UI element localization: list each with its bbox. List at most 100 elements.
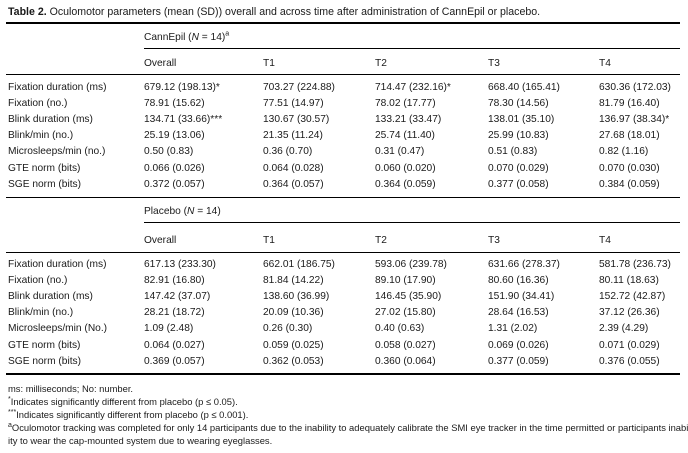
row-label: Fixation (no.) bbox=[8, 275, 68, 287]
cell-t1: 0.36 (0.70) bbox=[263, 146, 313, 158]
cell-t1: 130.67 (30.57) bbox=[263, 114, 330, 126]
cell-t1: 138.60 (36.99) bbox=[263, 291, 330, 303]
cell-overall: 1.09 (2.48) bbox=[144, 323, 194, 335]
footnote-significance-005: *Indicates significantly different from … bbox=[8, 395, 238, 407]
table-row: Blink duration (ms) 134.71 (33.66)*** 130.… bbox=[0, 114, 688, 129]
col-header-t3: T3 bbox=[488, 58, 500, 69]
row-label: Microsleeps/min (No.) bbox=[8, 323, 108, 335]
cell-t2: 146.45 (35.90) bbox=[375, 291, 442, 303]
cell-t2: 27.02 (15.80) bbox=[375, 307, 436, 319]
group-title-cannepil: CannEpil (N = 14)a bbox=[144, 30, 230, 43]
cell-t4: 37.12 (26.36) bbox=[599, 307, 660, 319]
col-header-t1: T1 bbox=[263, 58, 275, 69]
cell-t4: 0.071 (0.029) bbox=[599, 339, 660, 351]
table-row: Fixation duration (ms) 617.13 (233.30) 662… bbox=[0, 259, 688, 274]
col-header-t2: T2 bbox=[375, 235, 387, 246]
table-caption-text: Oculomotor parameters (mean (SD)) overal… bbox=[49, 6, 541, 18]
col-header-t4: T4 bbox=[599, 235, 611, 246]
col-header-t1: T1 bbox=[263, 235, 275, 246]
group-title-placebo: Placebo (N = 14) bbox=[144, 206, 221, 217]
cell-overall: 0.372 (0.057) bbox=[144, 178, 205, 190]
cell-t3: 0.069 (0.026) bbox=[488, 339, 549, 351]
cell-t1: 0.26 (0.30) bbox=[263, 323, 313, 335]
cell-t1: 0.059 (0.025) bbox=[263, 339, 324, 351]
row-label: SGE norm (bits) bbox=[8, 178, 82, 190]
row-label: Blink/min (no.) bbox=[8, 307, 74, 319]
cell-overall: 147.42 (37.07) bbox=[144, 291, 211, 303]
cell-overall: 617.13 (233.30) bbox=[144, 259, 216, 270]
cell-t4: 0.82 (1.16) bbox=[599, 146, 649, 158]
cell-t2: 0.364 (0.059) bbox=[375, 178, 436, 190]
row-label: Blink duration (ms) bbox=[8, 291, 93, 303]
cell-t4: 581.78 (236.73) bbox=[599, 259, 671, 270]
row-label: Fixation (no.) bbox=[8, 98, 68, 110]
table-row: SGE norm (bits) 0.372 (0.057) 0.364 (0.057… bbox=[0, 179, 688, 194]
col-header-t4: T4 bbox=[599, 58, 611, 69]
header-rule-cannepil bbox=[6, 74, 680, 75]
cell-t4: 0.376 (0.055) bbox=[599, 355, 660, 367]
cell-t3: 0.377 (0.059) bbox=[488, 355, 549, 367]
cell-t4: 2.39 (4.29) bbox=[599, 323, 649, 335]
cell-t4: 81.79 (16.40) bbox=[599, 98, 660, 110]
cell-t3: 0.070 (0.029) bbox=[488, 162, 549, 174]
cell-overall: 679.12 (198.13)* bbox=[144, 82, 220, 93]
table-row: Blink/min (no.) 28.21 (18.72) 20.09 (10.36… bbox=[0, 307, 688, 322]
cell-t4: 152.72 (42.87) bbox=[599, 291, 666, 303]
cell-overall: 82.91 (16.80) bbox=[144, 275, 205, 287]
cell-t3: 78.30 (14.56) bbox=[488, 98, 549, 110]
cell-t1: 21.35 (11.24) bbox=[263, 130, 323, 142]
col-header-t3: T3 bbox=[488, 235, 500, 246]
cell-t4: 136.97 (38.34)* bbox=[599, 114, 670, 126]
footnote-tracking-continued: ity to wear the cap-mounted system due t… bbox=[8, 435, 273, 446]
cell-t2: 89.10 (17.90) bbox=[375, 275, 436, 287]
table-row: Fixation (no.) 78.91 (15.62) 77.51 (14.97)… bbox=[0, 98, 688, 113]
cell-t3: 1.31 (2.02) bbox=[488, 323, 538, 335]
cell-t3: 631.66 (278.37) bbox=[488, 259, 560, 270]
cell-overall: 0.066 (0.026) bbox=[144, 162, 205, 174]
header-rule-placebo bbox=[6, 252, 680, 253]
cell-t2: 0.40 (0.63) bbox=[375, 323, 425, 335]
cell-t3: 28.64 (16.53) bbox=[488, 307, 549, 319]
cell-t2: 133.21 (33.47) bbox=[375, 114, 442, 126]
cell-overall: 134.71 (33.66)*** bbox=[144, 114, 223, 126]
table-row: Microsleeps/min (no.) 0.50 (0.83) 0.36 (0.… bbox=[0, 146, 688, 161]
cell-t3: 151.90 (34.41) bbox=[488, 291, 555, 303]
cell-t1: 20.09 (10.36) bbox=[263, 307, 324, 319]
group-rule-cannepil bbox=[144, 48, 680, 49]
cell-t4: 630.36 (172.03) bbox=[599, 82, 671, 93]
cell-t1: 81.84 (14.22) bbox=[263, 275, 324, 287]
cell-t4: 80.11 (18.63) bbox=[599, 275, 659, 287]
row-label: GTE norm (bits) bbox=[8, 162, 81, 174]
col-header-overall: Overall bbox=[144, 235, 177, 246]
cell-t2: 78.02 (17.77) bbox=[375, 98, 436, 110]
cell-t1: 77.51 (14.97) bbox=[263, 98, 324, 110]
cell-t2: 25.74 (11.40) bbox=[375, 130, 435, 142]
cell-t2: 0.060 (0.020) bbox=[375, 162, 436, 174]
cell-t1: 0.364 (0.057) bbox=[263, 178, 324, 190]
col-header-overall: Overall bbox=[144, 58, 177, 69]
cell-overall: 78.91 (15.62) bbox=[144, 98, 205, 110]
row-label: Blink/min (no.) bbox=[8, 130, 74, 142]
table-caption: Table 2. Oculomotor parameters (mean (SD… bbox=[8, 6, 540, 18]
cell-t1: 0.064 (0.028) bbox=[263, 162, 324, 174]
row-label: Microsleeps/min (no.) bbox=[8, 146, 106, 158]
table-row: Blink duration (ms) 147.42 (37.07) 138.60 … bbox=[0, 291, 688, 306]
row-label: GTE norm (bits) bbox=[8, 339, 81, 351]
row-label: Fixation duration (ms) bbox=[8, 82, 107, 93]
cell-t1: 703.27 (224.88) bbox=[263, 82, 335, 93]
footnote-tracking: aOculomotor tracking was completed for o… bbox=[8, 421, 688, 433]
table-row: Microsleeps/min (No.) 1.09 (2.48) 0.26 (0.… bbox=[0, 323, 688, 338]
cell-t3: 668.40 (165.41) bbox=[488, 82, 560, 93]
group-rule-placebo bbox=[144, 222, 680, 223]
row-label: Blink duration (ms) bbox=[8, 114, 93, 126]
cell-t3: 0.377 (0.058) bbox=[488, 178, 549, 190]
cell-t2: 0.058 (0.027) bbox=[375, 339, 436, 351]
cell-t4: 0.384 (0.059) bbox=[599, 178, 660, 190]
cell-overall: 0.50 (0.83) bbox=[144, 146, 194, 158]
group-separator-rule bbox=[6, 197, 680, 198]
cell-t3: 138.01 (35.10) bbox=[488, 114, 555, 126]
cell-overall: 0.064 (0.027) bbox=[144, 339, 205, 351]
table-row: GTE norm (bits) 0.064 (0.027) 0.059 (0.025… bbox=[0, 340, 688, 355]
footnote-significance-0001: ***Indicates significantly different fro… bbox=[8, 408, 249, 420]
